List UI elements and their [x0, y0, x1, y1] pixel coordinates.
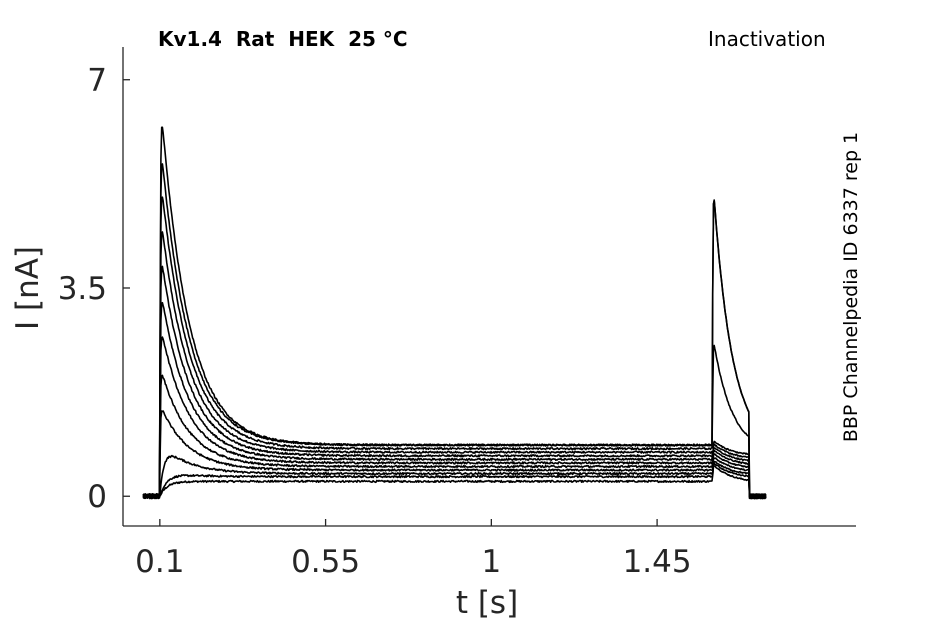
current-trace-10 — [142, 196, 767, 500]
y-tick-label: 7 — [87, 63, 107, 99]
axes-group: 0.1 0.55 1 1.45 0 3.5 7 — [58, 47, 856, 580]
y-tick-label: 0 — [87, 479, 107, 515]
current-trace-5 — [142, 374, 767, 500]
current-trace-1 — [142, 465, 766, 500]
current-trace-9 — [142, 231, 766, 500]
x-axis-label: t [s] — [455, 585, 519, 621]
current-trace-8 — [142, 265, 767, 500]
x-tick-label: 0.1 — [135, 544, 184, 580]
current-trace-12 — [142, 126, 767, 500]
source-label: BBP Channelpedia ID 6337 rep 1 — [840, 131, 862, 443]
x-tick-label: 0.55 — [291, 544, 360, 580]
trace-group — [142, 126, 767, 500]
chart-title: Kv1.4 Rat HEK 25 °C — [158, 27, 408, 51]
current-trace-2 — [142, 462, 767, 500]
y-axis-label: I [nA] — [10, 245, 46, 331]
current-trace-7 — [142, 301, 767, 500]
x-tick-label: 1 — [481, 544, 501, 580]
y-tick-label: 3.5 — [58, 271, 107, 307]
current-trace-3 — [142, 454, 767, 500]
protocol-label: Inactivation — [708, 27, 826, 51]
x-tick-label: 1.45 — [623, 544, 692, 580]
current-trace-4 — [143, 410, 767, 500]
current-trace-6 — [143, 336, 767, 500]
